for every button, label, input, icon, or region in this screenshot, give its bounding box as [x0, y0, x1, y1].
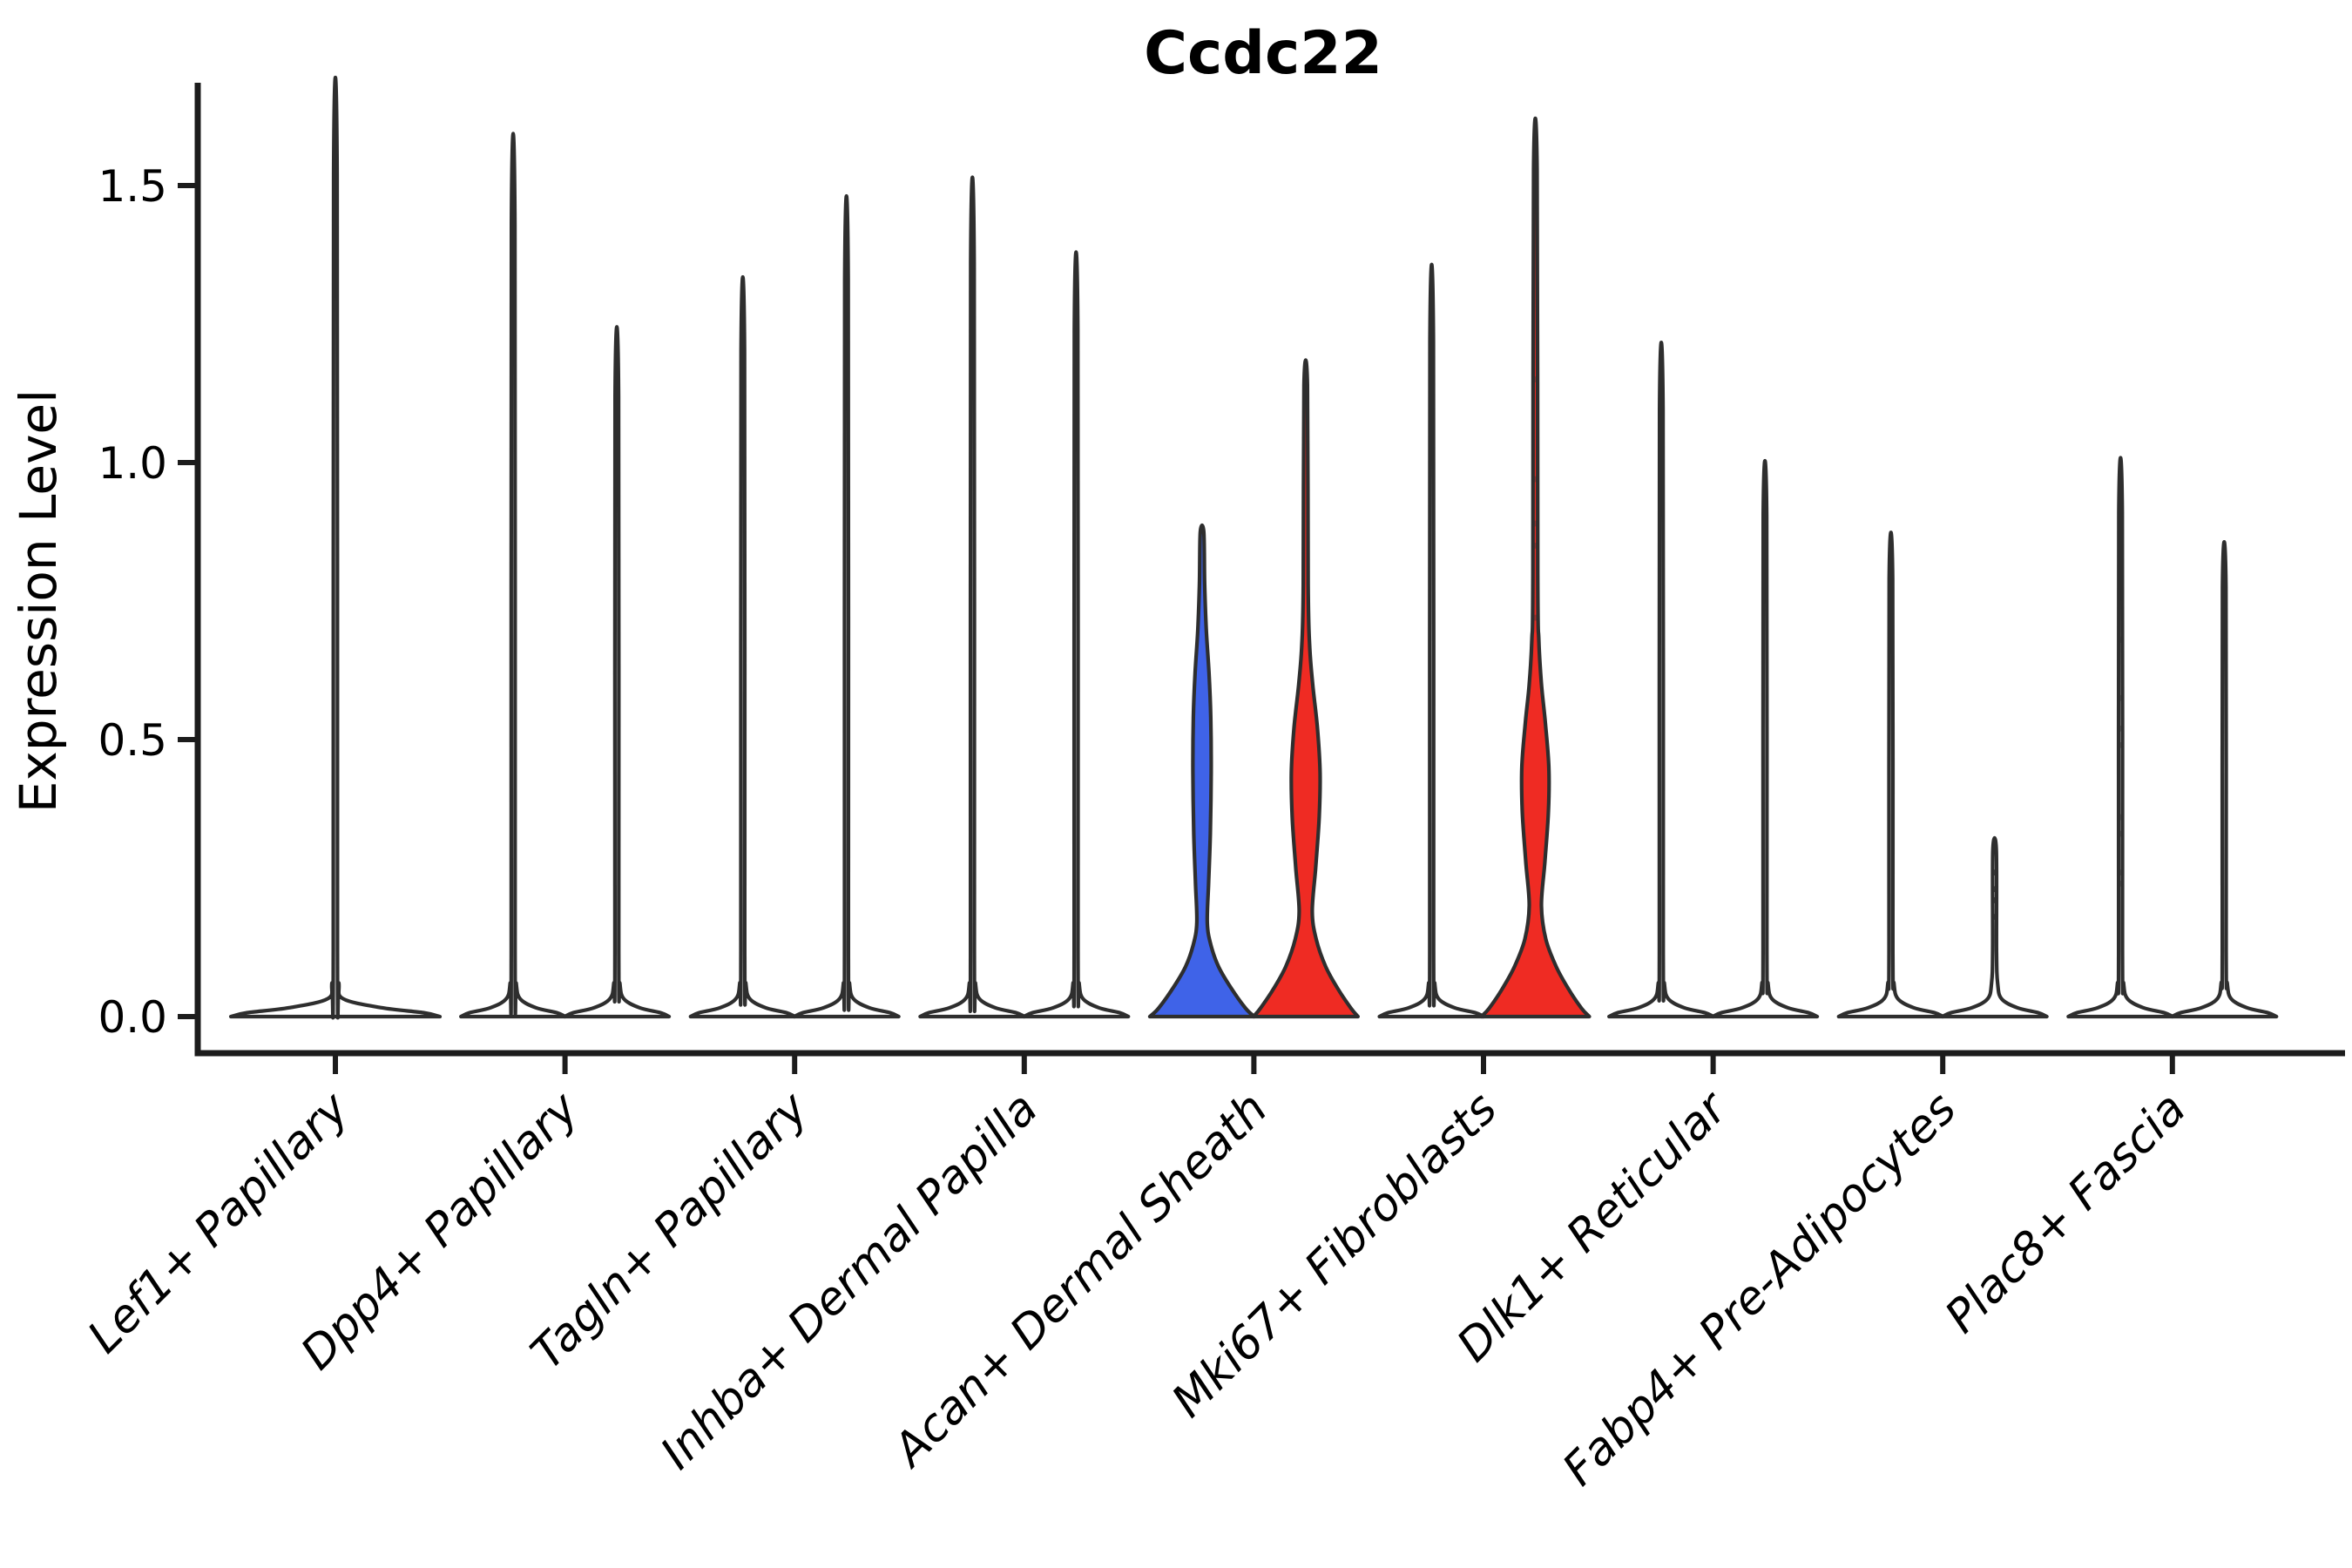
- violin-left-fabp4-pre-adipocytes: [1836, 531, 1945, 1019]
- jitter-point: [2117, 741, 2124, 748]
- jitter-point: [2117, 725, 2124, 732]
- y-axis-label: Expression Level: [9, 389, 68, 813]
- violin-right-mki67-fibroblasts: [1479, 117, 1592, 1019]
- violin-left-tagln-papillary: [688, 274, 797, 1019]
- x-tick-label-fabp4-pre-adipocytes: Fabp4+ Pre-Adipocytes: [1553, 1083, 1967, 1497]
- violin-right-dlk1-reticular: [1711, 458, 1820, 1019]
- y-tick-label: 1.0: [98, 438, 167, 489]
- jitter-point: [1991, 869, 1998, 876]
- violin-left-acan-dermal-sheath: [1147, 523, 1256, 1019]
- jitter-point: [1991, 914, 1998, 920]
- jitter-point: [1991, 847, 1998, 854]
- x-tick-label-acan-dermal-sheath: Acan+ Dermal Sheath: [882, 1083, 1278, 1478]
- violin-full-lef1-papillary: [228, 75, 443, 1020]
- violins-layer: [228, 75, 2279, 1020]
- x-tick-label-plac8-fascia: Plac8+ Fascia: [1936, 1083, 2196, 1343]
- violin-right-acan-dermal-sheath: [1251, 358, 1360, 1019]
- violin-right-tagln-papillary: [792, 194, 901, 1019]
- jitter-point: [2117, 694, 2124, 701]
- x-tick-label-inhba-dermal-papilla: Inhba+ Dermal Papilla: [651, 1083, 1048, 1480]
- violin-left-mki67-fibroblasts: [1377, 262, 1486, 1019]
- violin-left-plac8-fascia: [2066, 456, 2175, 1019]
- chart-title: Ccdc22: [1144, 19, 1382, 88]
- axes-layer: [178, 83, 2345, 1074]
- jitter-point: [1532, 476, 1538, 483]
- jitter-point: [2117, 814, 2124, 821]
- jitter-point: [2117, 637, 2124, 643]
- violin-right-plac8-fascia: [2170, 539, 2279, 1019]
- y-tick-label: 0.5: [98, 715, 167, 766]
- jitter-point: [2117, 869, 2124, 876]
- jitter-point: [1991, 886, 1998, 893]
- violin-left-dlk1-reticular: [1607, 341, 1716, 1019]
- jitter-point: [1532, 614, 1538, 621]
- jitter-point: [1532, 376, 1538, 382]
- jitter-point: [1532, 543, 1538, 549]
- jitter-point: [1991, 897, 1998, 903]
- jitter-point: [1532, 520, 1538, 527]
- jitter-point: [2117, 880, 2124, 887]
- y-tick-label: 0.0: [98, 992, 167, 1043]
- violin-left-inhba-dermal-papilla: [918, 175, 1027, 1019]
- violin-right-fabp4-pre-adipocytes: [1940, 835, 2049, 1019]
- y-tick-label: 1.5: [98, 161, 167, 212]
- violin-right-inhba-dermal-papilla: [1022, 250, 1131, 1019]
- jitter-point: [2117, 830, 2124, 837]
- violin-left-dpp4-papillary: [459, 132, 568, 1019]
- violin-right-dpp4-papillary: [563, 325, 672, 1019]
